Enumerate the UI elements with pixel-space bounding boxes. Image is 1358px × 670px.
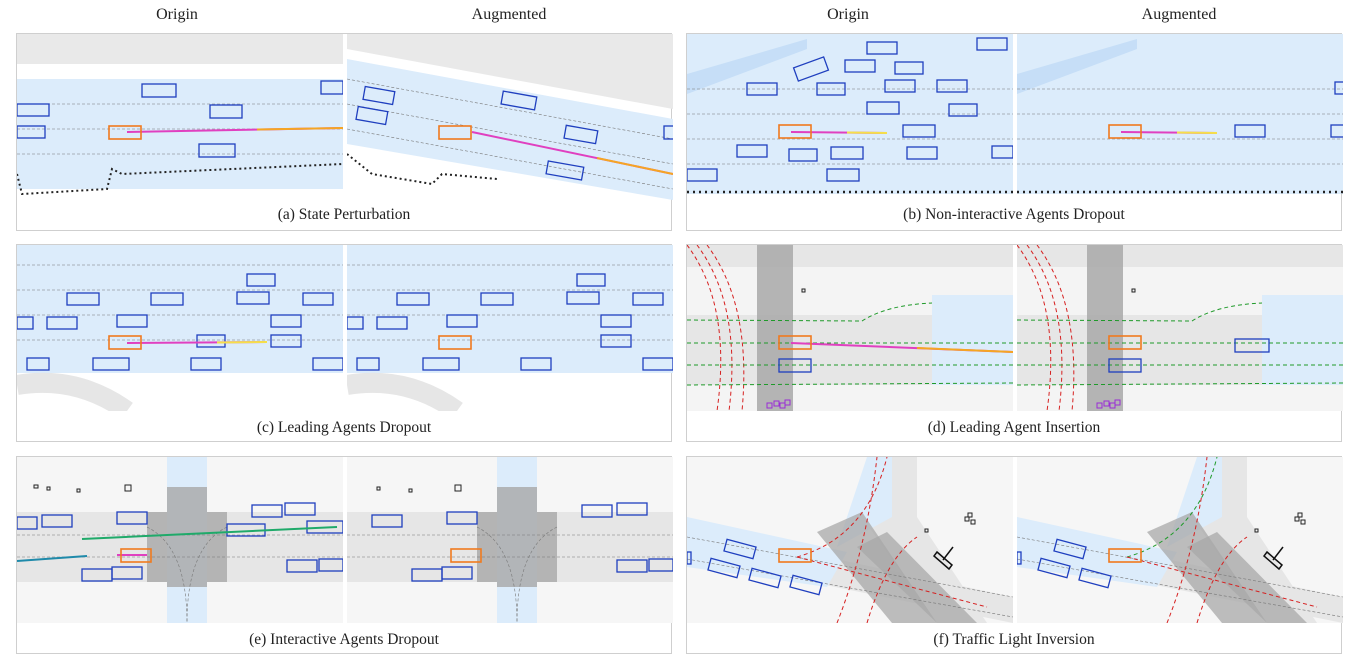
panel-c-origin-scene xyxy=(17,245,343,411)
panel-d-origin-scene xyxy=(687,245,1013,411)
panel-a-origin-scene xyxy=(17,34,343,196)
panel-f: (f) Traffic Light Inversion xyxy=(686,456,1343,654)
panel-c: (c) Leading Agents Dropout xyxy=(16,244,673,442)
panel-e-augmented-scene xyxy=(347,457,673,623)
panel-e: (e) Interactive Agents Dropout xyxy=(16,456,673,654)
column-title-right-origin: Origin xyxy=(827,6,869,23)
column-title-right-augmented: Augmented xyxy=(1141,6,1217,23)
panel-d-caption: (d) Leading Agent Insertion xyxy=(927,419,1101,436)
panel-a-caption: (a) State Perturbation xyxy=(277,206,411,223)
panel-e-caption: (e) Interactive Agents Dropout xyxy=(249,631,439,648)
panel-a: (a) State Perturbation xyxy=(16,33,673,231)
panel-b-caption: (b) Non-interactive Agents Dropout xyxy=(903,206,1125,223)
column-title-left-augmented: Augmented xyxy=(471,6,547,23)
column-title-left-origin: Origin xyxy=(156,6,198,23)
panel-e-origin-scene xyxy=(17,457,343,623)
panel-b-augmented-scene xyxy=(1017,34,1343,194)
panel-b: (b) Non-interactive Agents Dropout xyxy=(686,33,1343,231)
panel-a-augmented-scene xyxy=(347,34,673,200)
panel-c-augmented-scene xyxy=(347,245,673,411)
panel-c-caption: (c) Leading Agents Dropout xyxy=(256,419,432,436)
panel-d: (d) Leading Agent Insertion xyxy=(686,244,1343,442)
panel-b-origin-scene xyxy=(687,34,1013,194)
panel-f-caption: (f) Traffic Light Inversion xyxy=(933,631,1095,648)
panel-f-augmented-scene xyxy=(1017,457,1343,623)
panel-d-augmented-scene xyxy=(1017,245,1343,411)
panel-f-origin-scene xyxy=(687,457,1013,623)
